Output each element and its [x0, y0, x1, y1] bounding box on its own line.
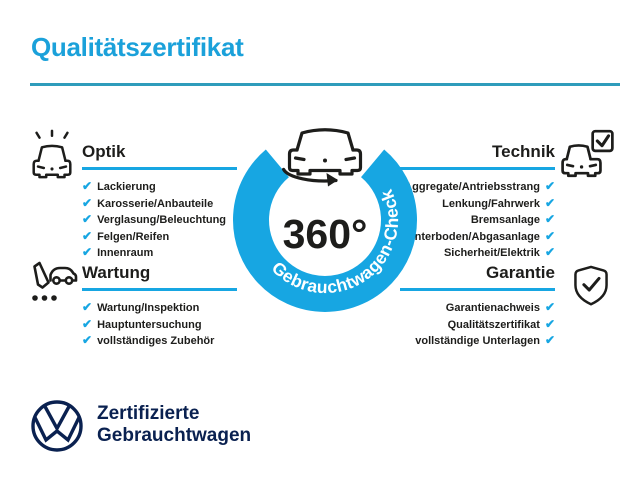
item-label: Innenraum: [97, 247, 154, 259]
item-label: Unterboden/Abgasanlage: [406, 230, 540, 243]
section-wartung: Wartung ✔ Wartung/Inspektion ✔ Hauptunters…: [82, 263, 237, 350]
badge-ring: [233, 149, 417, 312]
checklist-item: Qualitätszertifikat ✔: [400, 317, 555, 334]
wartung-checklist: ✔ Wartung/Inspektion ✔ Hauptuntersuchung ✔…: [82, 300, 237, 350]
brand-line1: Zertifizierte: [97, 403, 200, 424]
checklist-item: ✔ vollständiges Zubehör: [82, 333, 237, 350]
section-optik-divider: [82, 167, 237, 170]
section-garantie-divider: [400, 288, 555, 291]
item-label: Lenkung/Fahrwerk: [442, 197, 540, 210]
item-label: Felgen/Reifen: [97, 230, 170, 243]
checklist-item: ✔ Verglasung/Beleuchtung: [82, 212, 237, 229]
check-icon: ✔: [544, 245, 555, 259]
brand-line2: Gebrauchtwagen: [97, 425, 252, 446]
shield-check-icon: [574, 265, 608, 306]
checklist-item: ✔ Hauptuntersuchung: [82, 317, 237, 334]
section-wartung-title: Wartung: [82, 263, 151, 282]
checklist-item: ✔ Innenraum: [82, 245, 237, 262]
car-checkbox-icon: [561, 129, 614, 178]
item-label: Bremsanlage: [470, 214, 540, 226]
item-label: Qualitätszertifikat: [447, 318, 540, 331]
car-shine-icon: [32, 129, 72, 179]
section-garantie: Garantie Garantienachweis ✔ Qualitätszert…: [400, 263, 555, 350]
checklist-item: ✔ Wartung/Inspektion: [82, 300, 237, 317]
check-icon: ✔: [82, 195, 93, 210]
check-icon: ✔: [82, 212, 93, 226]
item-label: vollständige Unterlagen: [415, 335, 540, 347]
item-label: vollständiges Zubehör: [97, 335, 215, 347]
check-icon: ✔: [544, 300, 555, 314]
check-icon: ✔: [82, 179, 93, 193]
car-rotation-icon: [282, 128, 363, 187]
check-icon: ✔: [544, 228, 555, 243]
check-360-badge: Gebrauchtwagen-Check 360°: [233, 128, 417, 312]
check-icon: ✔: [82, 228, 93, 243]
check-icon: ✔: [544, 333, 555, 347]
item-label: Sicherheit/Elektrik: [443, 247, 540, 259]
checklist-item: Unterboden/Abgasanlage ✔: [400, 229, 555, 246]
page-title: Qualitätszertifikat: [31, 32, 244, 62]
check-icon: ✔: [82, 300, 93, 314]
item-label: Karosserie/Anbauteile: [97, 197, 214, 210]
brand-wordmark: Zertifizierte Gebrauchtwagen: [97, 403, 251, 447]
garantie-checklist: Garantienachweis ✔ Qualitätszertifikat ✔ v…: [400, 300, 555, 350]
check-icon: ✔: [544, 212, 555, 226]
section-technik: Technik Aggregate/Antriebsstrang ✔ Lenkun…: [400, 142, 555, 262]
checklist-item: ✔ Felgen/Reifen: [82, 229, 237, 246]
optik-checklist: ✔ Lackierung ✔ Karosserie/Anbauteile ✔ Verg…: [82, 179, 237, 262]
checklist-item: Sicherheit/Elektrik ✔: [400, 245, 555, 262]
check-icon: ✔: [544, 179, 555, 193]
degree-label: 360°: [283, 211, 368, 257]
title-divider: [30, 83, 620, 86]
vw-logo: [31, 400, 83, 452]
checklist-item: Bremsanlage ✔: [400, 212, 555, 229]
section-optik-title: Optik: [82, 142, 126, 161]
service-note-icon: [32, 261, 78, 301]
checklist-item: ✔ Lackierung: [82, 179, 237, 196]
item-label: Wartung/Inspektion: [97, 302, 200, 314]
check-icon: ✔: [544, 316, 555, 331]
item-label: Lackierung: [97, 181, 156, 193]
check-icon: ✔: [82, 245, 93, 259]
item-label: Verglasung/Beleuchtung: [97, 214, 227, 226]
section-optik: Optik ✔ Lackierung ✔ Karosserie/Anbauteile…: [82, 142, 237, 262]
checklist-item: vollständige Unterlagen ✔: [400, 333, 555, 350]
item-label: Aggregate/Antriebsstrang: [404, 181, 540, 193]
section-technik-title: Technik: [492, 142, 555, 161]
checklist-item: Aggregate/Antriebsstrang ✔: [400, 179, 555, 196]
item-label: Hauptuntersuchung: [97, 318, 202, 331]
check-icon: ✔: [544, 195, 555, 210]
section-technik-divider: [400, 167, 555, 170]
check-icon: ✔: [82, 333, 93, 347]
check-icon: ✔: [82, 316, 93, 331]
section-garantie-title: Garantie: [486, 263, 555, 282]
checklist-item: Lenkung/Fahrwerk ✔: [400, 196, 555, 213]
checklist-item: ✔ Karosserie/Anbauteile: [82, 196, 237, 213]
checklist-item: Garantienachweis ✔: [400, 300, 555, 317]
item-label: Garantienachweis: [445, 302, 540, 314]
technik-checklist: Aggregate/Antriebsstrang ✔ Lenkung/Fahrwe…: [400, 179, 555, 262]
section-wartung-divider: [82, 288, 237, 291]
